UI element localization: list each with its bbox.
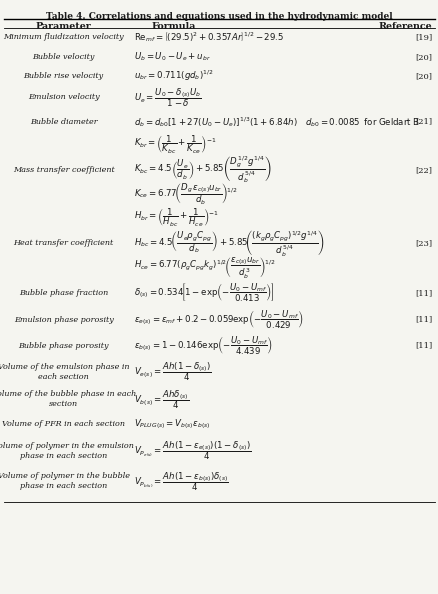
Text: $U_e = \dfrac{U_0 - \delta_{(s)}U_b}{1 - \delta}$: $U_e = \dfrac{U_0 - \delta_{(s)}U_b}{1 -…	[134, 86, 201, 109]
Text: Volume of polymer in the bubble
phase in each section: Volume of polymer in the bubble phase in…	[0, 472, 129, 490]
Text: [21]: [21]	[414, 118, 431, 126]
Text: $K_{ce} = 6.77\!\left(\dfrac{D_g\,\varepsilon_{c(s)}u_{br}}{d_b}\right)^{\!1/2}$: $K_{ce} = 6.77\!\left(\dfrac{D_g\,\varep…	[134, 182, 237, 207]
Text: [20]: [20]	[414, 72, 431, 80]
Text: Bubble rise velocity: Bubble rise velocity	[24, 72, 103, 80]
Text: [11]: [11]	[414, 315, 431, 324]
Text: Volume of the bubble phase in each
section: Volume of the bubble phase in each secti…	[0, 390, 135, 408]
Text: Emulsion velocity: Emulsion velocity	[28, 93, 99, 102]
Text: Mass transfer coefficient: Mass transfer coefficient	[13, 166, 114, 174]
Text: [11]: [11]	[414, 342, 431, 350]
Text: Volume of PFR in each section: Volume of PFR in each section	[2, 420, 125, 428]
Text: [11]: [11]	[414, 289, 431, 297]
Text: $u_{br} = 0.711(gd_b)^{1/2}$: $u_{br} = 0.711(gd_b)^{1/2}$	[134, 69, 213, 83]
Text: Reference: Reference	[378, 22, 431, 31]
Text: [20]: [20]	[414, 53, 431, 61]
Text: $\varepsilon_{b(s)} = 1 - 0.146\exp\!\left(-\dfrac{U_0 - U_{mf}}{4.439}\right)$: $\varepsilon_{b(s)} = 1 - 0.146\exp\!\le…	[134, 334, 272, 357]
Text: Bubble phase porosity: Bubble phase porosity	[18, 342, 109, 350]
Text: $V_{PLUG(s)} = V_{b(s)}\varepsilon_{b(s)}$: $V_{PLUG(s)} = V_{b(s)}\varepsilon_{b(s)…	[134, 417, 210, 431]
Text: $H_{bc} = 4.5\!\left(\dfrac{U_e\rho_g C_{pg}}{d_b}\right) + 5.85\!\left(\dfrac{(: $H_{bc} = 4.5\!\left(\dfrac{U_e\rho_g C_…	[134, 228, 324, 258]
Text: $\varepsilon_{e(s)} = \varepsilon_{mf} + 0.2 - 0.059\exp\!\left(-\dfrac{U_0 - U_: $\varepsilon_{e(s)} = \varepsilon_{mf} +…	[134, 308, 303, 331]
Text: Parameter: Parameter	[36, 22, 91, 31]
Text: Heat transfer coefficient: Heat transfer coefficient	[14, 239, 113, 247]
Text: $V_{P_{b(s)}} = \dfrac{Ah(1-\varepsilon_{b(s)})\delta_{(s)}}{4}$: $V_{P_{b(s)}} = \dfrac{Ah(1-\varepsilon_…	[134, 470, 228, 492]
Text: Volume of the emulsion phase in
each section: Volume of the emulsion phase in each sec…	[0, 363, 129, 381]
Text: [23]: [23]	[414, 239, 431, 247]
Text: Bubble phase fraction: Bubble phase fraction	[19, 289, 108, 297]
Text: Minimum fluidization velocity: Minimum fluidization velocity	[4, 33, 124, 41]
Text: Formula: Formula	[151, 22, 195, 31]
Text: $\delta_{(s)} = 0.534\!\left[1 - \exp\!\left(-\dfrac{U_0 - U_{mf}}{0.413}\right): $\delta_{(s)} = 0.534\!\left[1 - \exp\!\…	[134, 282, 274, 304]
Text: Bubble diameter: Bubble diameter	[30, 118, 97, 126]
Text: Table 4. Correlations and equations used in the hydrodynamic model: Table 4. Correlations and equations used…	[46, 12, 392, 21]
Text: $V_{b(s)} = \dfrac{Ah\delta_{(s)}}{4}$: $V_{b(s)} = \dfrac{Ah\delta_{(s)}}{4}$	[134, 388, 189, 410]
Text: Volume of polymer in the emulsion
phase in each section: Volume of polymer in the emulsion phase …	[0, 442, 134, 460]
Text: $V_{P_{e(s)}} = \dfrac{Ah(1-\varepsilon_{e(s)})(1-\delta_{(s)})}{4}$: $V_{P_{e(s)}} = \dfrac{Ah(1-\varepsilon_…	[134, 440, 251, 462]
Text: $K_{br} = \left(\dfrac{1}{K_{bc}} + \dfrac{1}{K_{ce}}\right)^{-1}$: $K_{br} = \left(\dfrac{1}{K_{bc}} + \dfr…	[134, 134, 216, 156]
Text: [19]: [19]	[414, 33, 431, 41]
Text: $H_{br} = \left(\dfrac{1}{H_{bc}} + \dfrac{1}{H_{ce}}\right)^{-1}$: $H_{br} = \left(\dfrac{1}{H_{bc}} + \dfr…	[134, 207, 218, 229]
Text: Emulsion phase porosity: Emulsion phase porosity	[14, 315, 113, 324]
Text: $V_{e(s)} = \dfrac{Ah(1-\delta_{(s)})}{4}$: $V_{e(s)} = \dfrac{Ah(1-\delta_{(s)})}{4…	[134, 361, 211, 383]
Text: Bubble velocity: Bubble velocity	[32, 53, 95, 61]
Text: $H_{ce} = 6.77(\rho_g C_{pg} k_g)^{1/2}\!\left(\dfrac{\varepsilon_{c(s)}u_{br}}{: $H_{ce} = 6.77(\rho_g C_{pg} k_g)^{1/2}\…	[134, 255, 275, 280]
Text: [22]: [22]	[414, 166, 431, 174]
Text: $U_b = U_0 - U_e + u_{br}$: $U_b = U_0 - U_e + u_{br}$	[134, 50, 210, 64]
Text: $d_b = d_{b0}\left[1 + 27(U_0 - U_e)\right]^{1/3}(1 + 6.84h)\quad d_{b0}{=}0.008: $d_b = d_{b0}\left[1 + 27(U_0 - U_e)\rig…	[134, 115, 419, 129]
Text: $K_{bc} = 4.5\left(\dfrac{U_e}{d_b}\right) + 5.85\left(\dfrac{D_g^{\,1/2}g^{1/4}: $K_{bc} = 4.5\left(\dfrac{U_e}{d_b}\righ…	[134, 154, 272, 185]
Text: $\mathrm{Re}_{mf} = \left[(29.5)^2 + 0.357Ar\right]^{1/2} - 29.5$: $\mathrm{Re}_{mf} = \left[(29.5)^2 + 0.3…	[134, 30, 283, 44]
